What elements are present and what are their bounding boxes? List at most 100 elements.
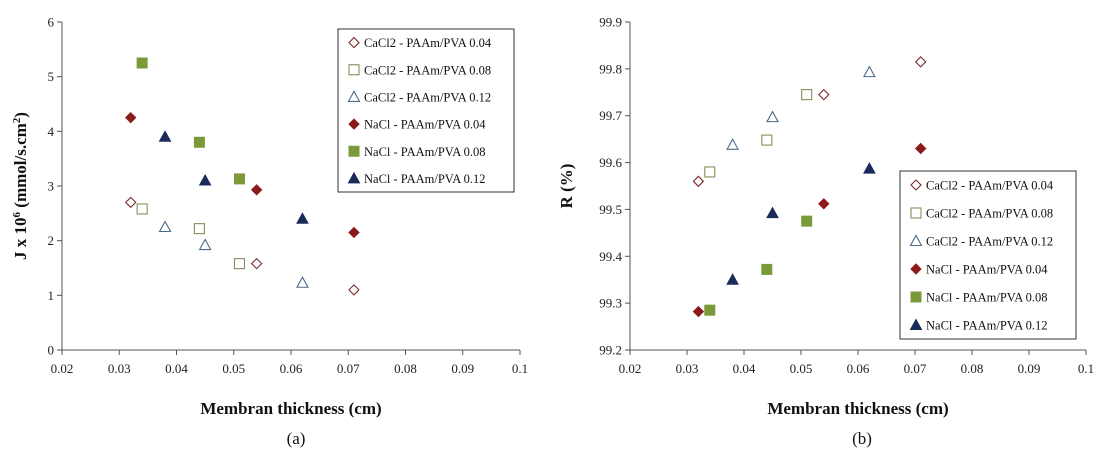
y-tick-label: 99.4 bbox=[599, 249, 622, 264]
x-tick-label: 0.07 bbox=[337, 361, 360, 376]
legend-marker bbox=[348, 118, 360, 130]
series-1 bbox=[136, 203, 246, 270]
y-tick-label: 5 bbox=[48, 69, 55, 84]
legend-label: CaCl2 - PAAm/PVA 0.08 bbox=[364, 63, 491, 77]
x-tick-label: 0.02 bbox=[619, 361, 642, 376]
legend-marker bbox=[909, 234, 923, 247]
legend-label: NaCl - PAAm/PVA 0.08 bbox=[364, 145, 486, 159]
data-point bbox=[158, 220, 172, 233]
data-point bbox=[761, 263, 773, 275]
legend-box bbox=[337, 28, 515, 193]
y-tick-label: 99.5 bbox=[599, 202, 622, 217]
data-point bbox=[726, 273, 739, 285]
y-axis-title-part: 6 bbox=[11, 211, 23, 217]
data-point bbox=[863, 162, 876, 174]
x-axis-title: Membran thickness (cm) bbox=[767, 399, 948, 418]
y-tick-label: 0 bbox=[48, 343, 55, 358]
data-point bbox=[193, 223, 205, 235]
x-tick-label: 0.1 bbox=[1078, 361, 1094, 376]
x-tick-label: 0.09 bbox=[1018, 361, 1041, 376]
data-point bbox=[801, 215, 813, 227]
data-point bbox=[124, 111, 137, 124]
data-point bbox=[348, 284, 360, 296]
x-tick-label: 0.1 bbox=[512, 361, 528, 376]
y-tick-label: 6 bbox=[48, 15, 55, 30]
y-tick-label: 99.9 bbox=[599, 15, 622, 30]
data-point bbox=[250, 257, 263, 270]
series-5 bbox=[158, 130, 309, 224]
data-point bbox=[158, 130, 172, 142]
legend-marker bbox=[910, 207, 922, 219]
data-point bbox=[136, 57, 148, 69]
series-1 bbox=[704, 89, 813, 178]
legend-label: CaCl2 - PAAm/PVA 0.08 bbox=[926, 207, 1053, 221]
legend-box bbox=[899, 170, 1077, 340]
y-tick-label: 99.7 bbox=[599, 108, 622, 123]
data-point bbox=[198, 173, 212, 186]
legend: CaCl2 - PAAm/PVA 0.04 CaCl2 - PAAm/PVA 0.… bbox=[337, 28, 515, 193]
x-tick-label: 0.08 bbox=[961, 361, 984, 376]
legend-marker bbox=[347, 171, 361, 184]
legend-label: CaCl2 - PAAm/PVA 0.04 bbox=[926, 179, 1054, 193]
data-point bbox=[726, 138, 740, 150]
data-point bbox=[862, 65, 876, 78]
chart-a: 0.02 0.03 0.04 0.05 0.06 0.07 0.08 0.09 0.1 0 1 2 3 4… bbox=[11, 15, 528, 449]
x-tick-label: 0.09 bbox=[451, 361, 474, 376]
data-point bbox=[766, 206, 779, 219]
data-point bbox=[914, 142, 927, 155]
data-point bbox=[296, 276, 309, 288]
y-axis-title-part: ) bbox=[11, 112, 30, 118]
data-point bbox=[766, 110, 779, 123]
data-point bbox=[818, 198, 830, 210]
y-tick-label: 2 bbox=[48, 233, 55, 248]
legend-marker bbox=[348, 64, 360, 76]
y-tick-label: 99.8 bbox=[599, 61, 622, 76]
x-tick-label: 0.04 bbox=[165, 361, 188, 376]
x-tick-label: 0.03 bbox=[108, 361, 131, 376]
x-tick-label: 0.08 bbox=[394, 361, 417, 376]
x-axis-title: Membran thickness (cm) bbox=[200, 399, 381, 418]
series-5 bbox=[726, 162, 876, 285]
legend-label: NaCl - PAAm/PVA 0.08 bbox=[926, 291, 1048, 305]
data-point bbox=[250, 184, 263, 196]
legend-label: NaCl - PAAm/PVA 0.12 bbox=[926, 319, 1048, 333]
x-tick-label: 0.05 bbox=[222, 361, 245, 376]
series-3 bbox=[124, 111, 360, 239]
data-point bbox=[761, 134, 773, 146]
legend-marker bbox=[910, 179, 922, 191]
x-tick-label: 0.04 bbox=[733, 361, 756, 376]
x-tick-label: 0.06 bbox=[847, 361, 870, 376]
legend-marker bbox=[348, 145, 360, 157]
legend-label: CaCl2 - PAAm/PVA 0.12 bbox=[926, 235, 1053, 249]
x-tick-label: 0.02 bbox=[51, 361, 74, 376]
x-tick-label: 0.03 bbox=[676, 361, 699, 376]
legend-label: CaCl2 - PAAm/PVA 0.04 bbox=[364, 36, 492, 50]
data-point bbox=[914, 56, 927, 68]
legend-label: NaCl - PAAm/PVA 0.04 bbox=[926, 263, 1048, 277]
legend-label: NaCl - PAAm/PVA 0.12 bbox=[364, 172, 486, 186]
data-point bbox=[704, 166, 716, 178]
data-point bbox=[348, 226, 360, 239]
legend-label: NaCl - PAAm/PVA 0.04 bbox=[364, 118, 486, 132]
x-tick-label: 0.05 bbox=[790, 361, 813, 376]
data-point bbox=[296, 212, 309, 224]
y-tick-label: 99.6 bbox=[599, 155, 622, 170]
y-tick-label: 4 bbox=[48, 124, 55, 139]
legend-marker bbox=[909, 318, 923, 330]
legend-marker bbox=[348, 36, 360, 49]
series-4 bbox=[136, 57, 245, 185]
data-point bbox=[233, 173, 245, 185]
legend-marker bbox=[910, 263, 922, 275]
legend-label: CaCl2 - PAAm/PVA 0.12 bbox=[364, 90, 491, 104]
y-axis-title: J x 106 (mmol/s.cm2) bbox=[11, 112, 30, 260]
series-2 bbox=[726, 65, 876, 150]
data-point bbox=[233, 258, 246, 270]
data-point bbox=[692, 305, 705, 318]
y-tick-label: 3 bbox=[48, 179, 55, 194]
y-tick-label: 1 bbox=[48, 288, 55, 303]
data-point bbox=[136, 203, 148, 215]
y-tick-label: 99.3 bbox=[599, 296, 622, 311]
y-axis-title: R (%) bbox=[557, 164, 576, 209]
data-point bbox=[193, 136, 205, 148]
chart-caption: (b) bbox=[852, 429, 872, 448]
